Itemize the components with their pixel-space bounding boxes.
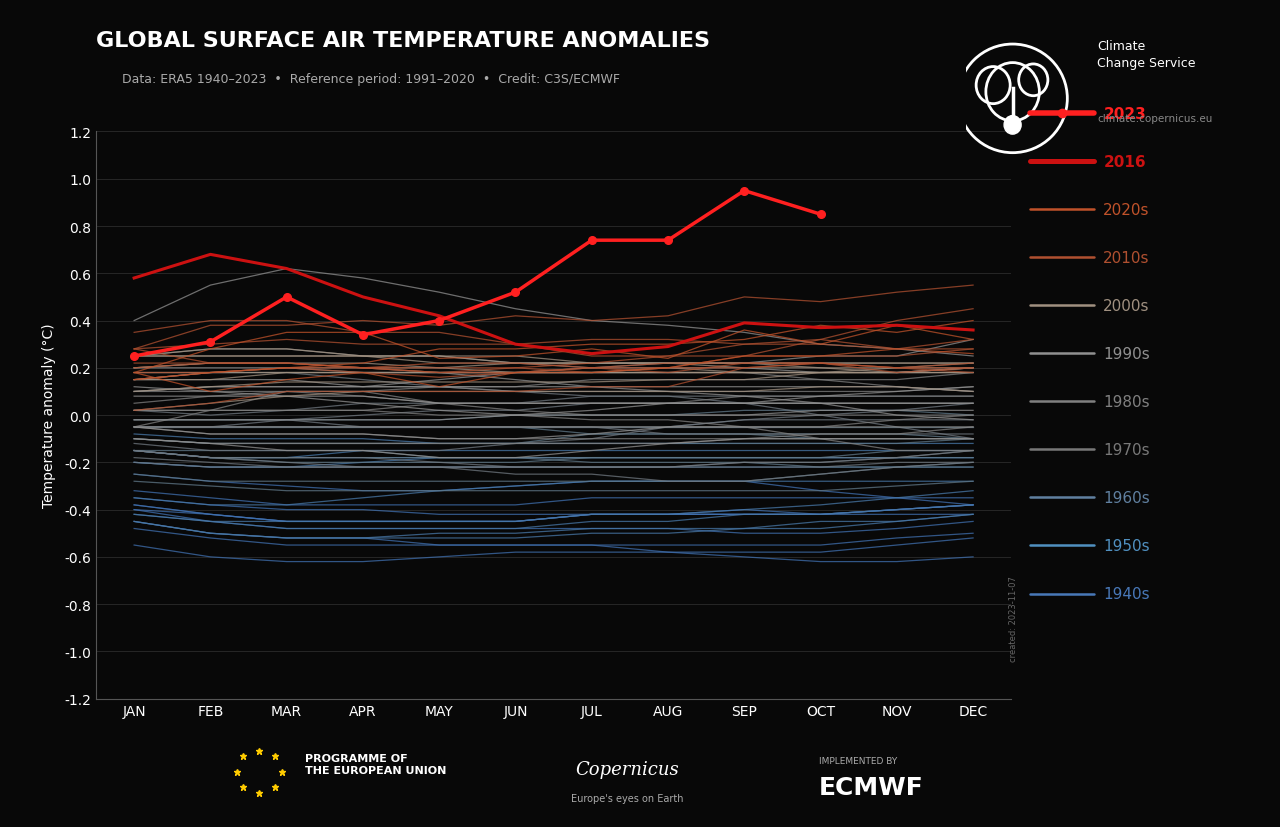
Text: Climate
Change Service: Climate Change Service xyxy=(1097,40,1196,69)
Text: IMPLEMENTED BY: IMPLEMENTED BY xyxy=(819,757,897,765)
Text: ECMWF: ECMWF xyxy=(819,776,924,799)
Text: 1960s: 1960s xyxy=(1103,490,1151,505)
Text: 2020s: 2020s xyxy=(1103,203,1149,218)
Text: Data: ERA5 1940–2023  •  Reference period: 1991–2020  •  Credit: C3S/ECMWF: Data: ERA5 1940–2023 • Reference period:… xyxy=(122,73,620,86)
Text: 2000s: 2000s xyxy=(1103,299,1149,313)
Text: 2016: 2016 xyxy=(1103,155,1146,170)
Text: 2010s: 2010s xyxy=(1103,251,1149,265)
Text: 2023: 2023 xyxy=(1103,107,1146,122)
Text: created: 2023-11-07: created: 2023-11-07 xyxy=(1009,576,1019,662)
Text: GLOBAL SURFACE AIR TEMPERATURE ANOMALIES: GLOBAL SURFACE AIR TEMPERATURE ANOMALIES xyxy=(96,31,710,51)
Text: climate.copernicus.eu: climate.copernicus.eu xyxy=(1097,114,1212,124)
Text: Copernicus: Copernicus xyxy=(575,760,680,778)
Circle shape xyxy=(1004,117,1021,135)
Y-axis label: Temperature anomaly (°C): Temperature anomaly (°C) xyxy=(42,323,56,508)
Text: 1950s: 1950s xyxy=(1103,538,1149,553)
Text: 1940s: 1940s xyxy=(1103,586,1149,601)
Text: 1970s: 1970s xyxy=(1103,442,1149,457)
Text: Europe's eyes on Earth: Europe's eyes on Earth xyxy=(571,793,684,803)
Text: 1990s: 1990s xyxy=(1103,347,1151,361)
Text: PROGRAMME OF
THE EUROPEAN UNION: PROGRAMME OF THE EUROPEAN UNION xyxy=(305,753,445,776)
Text: 1980s: 1980s xyxy=(1103,394,1149,409)
